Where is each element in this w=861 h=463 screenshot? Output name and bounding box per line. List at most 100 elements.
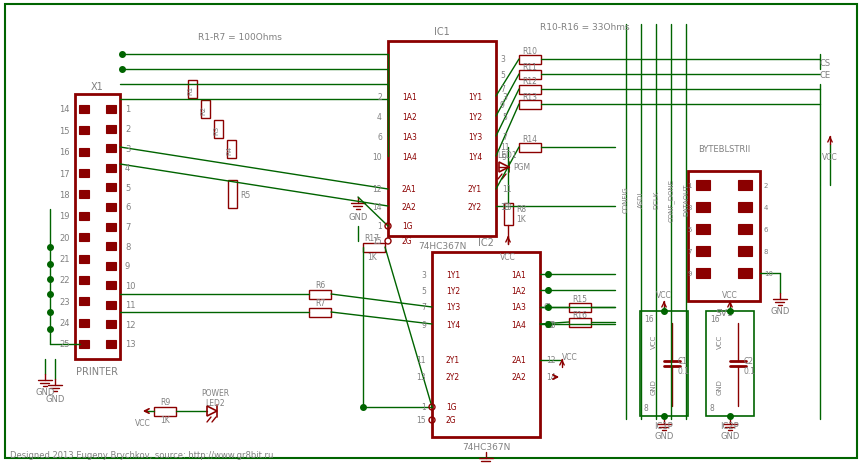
Text: 19: 19 bbox=[59, 212, 70, 221]
Text: C2: C2 bbox=[743, 357, 753, 366]
Bar bbox=[518, 56, 541, 65]
Bar bbox=[737, 269, 751, 278]
Bar bbox=[695, 269, 709, 278]
Text: 2: 2 bbox=[545, 270, 550, 279]
Text: 15: 15 bbox=[59, 126, 70, 136]
Text: 20: 20 bbox=[59, 233, 70, 242]
Text: GND: GND bbox=[650, 378, 656, 394]
Bar bbox=[737, 181, 751, 191]
Bar bbox=[79, 234, 89, 242]
Bar bbox=[79, 106, 89, 114]
Text: IC2P: IC2P bbox=[720, 422, 739, 431]
Bar bbox=[106, 282, 116, 290]
Text: 11: 11 bbox=[499, 143, 509, 152]
Text: R16: R16 bbox=[572, 310, 587, 319]
Bar bbox=[518, 71, 541, 80]
Text: GND: GND bbox=[716, 378, 722, 394]
Bar bbox=[79, 213, 89, 220]
Text: Designed 2013 Eugeny Brychkov, source: http://www.gr8bit.ru: Designed 2013 Eugeny Brychkov, source: h… bbox=[10, 450, 273, 459]
Text: 13: 13 bbox=[499, 202, 509, 211]
Text: 3: 3 bbox=[499, 56, 505, 64]
Text: 1K: 1K bbox=[516, 215, 525, 224]
Text: 5: 5 bbox=[421, 286, 425, 295]
Text: 12: 12 bbox=[545, 356, 554, 365]
Text: 0.1: 0.1 bbox=[743, 367, 755, 375]
Text: 9: 9 bbox=[421, 320, 425, 329]
Text: GND: GND bbox=[770, 307, 789, 316]
Bar bbox=[705, 311, 753, 416]
Text: R9: R9 bbox=[159, 398, 170, 407]
Text: R14: R14 bbox=[522, 135, 537, 144]
Bar bbox=[695, 246, 709, 257]
Text: CONF_DONE: CONF_DONE bbox=[667, 178, 673, 221]
Text: 1A2: 1A2 bbox=[401, 112, 416, 121]
Text: LED2: LED2 bbox=[205, 399, 225, 407]
Text: 1A3: 1A3 bbox=[511, 303, 525, 312]
Text: 10: 10 bbox=[125, 281, 135, 290]
Text: 12: 12 bbox=[372, 185, 381, 194]
Bar bbox=[214, 121, 223, 139]
Bar bbox=[695, 203, 709, 213]
Bar bbox=[737, 246, 751, 257]
Text: R7: R7 bbox=[314, 299, 325, 308]
Text: R15: R15 bbox=[572, 295, 587, 304]
Text: VCC: VCC bbox=[650, 334, 656, 348]
Text: 7: 7 bbox=[501, 132, 506, 141]
Text: 11: 11 bbox=[501, 185, 511, 194]
Bar bbox=[106, 106, 116, 114]
Text: VCC: VCC bbox=[655, 291, 671, 300]
Text: 2: 2 bbox=[125, 125, 130, 134]
Text: R1-R7 = 100Ohms: R1-R7 = 100Ohms bbox=[198, 33, 282, 43]
Text: 4: 4 bbox=[545, 286, 550, 295]
Text: POWER: POWER bbox=[201, 388, 229, 398]
Bar bbox=[79, 319, 89, 327]
Text: 1Y2: 1Y2 bbox=[468, 112, 481, 121]
Text: 2A2: 2A2 bbox=[511, 373, 525, 382]
Text: 5: 5 bbox=[499, 70, 505, 79]
Text: 5: 5 bbox=[501, 112, 506, 121]
Text: 6: 6 bbox=[545, 303, 550, 312]
Text: 16: 16 bbox=[709, 315, 719, 324]
Text: 5: 5 bbox=[687, 226, 691, 232]
Bar bbox=[362, 244, 385, 252]
Text: 6: 6 bbox=[125, 203, 130, 212]
Text: 9: 9 bbox=[687, 270, 691, 276]
Text: 1Y3: 1Y3 bbox=[445, 303, 460, 312]
Text: 2: 2 bbox=[763, 182, 767, 188]
Text: 2G: 2G bbox=[401, 237, 412, 246]
Bar bbox=[106, 125, 116, 133]
Bar bbox=[518, 86, 541, 95]
Text: CONFIG: CONFIG bbox=[623, 186, 629, 213]
Text: VCC: VCC bbox=[716, 334, 722, 348]
Text: 5: 5 bbox=[125, 183, 130, 193]
Text: 2Y2: 2Y2 bbox=[468, 202, 481, 211]
Text: 13: 13 bbox=[125, 340, 135, 349]
Text: 7: 7 bbox=[687, 249, 691, 255]
Text: R17: R17 bbox=[364, 234, 379, 243]
Text: 74HC367N: 74HC367N bbox=[418, 242, 466, 251]
Text: 1: 1 bbox=[687, 182, 691, 188]
Bar bbox=[687, 172, 759, 301]
Text: DCLK: DCLK bbox=[653, 190, 659, 209]
Bar bbox=[106, 145, 116, 153]
Bar bbox=[226, 141, 236, 159]
Bar bbox=[79, 255, 89, 263]
Text: 9: 9 bbox=[125, 262, 130, 270]
Text: 4: 4 bbox=[125, 164, 130, 173]
Bar bbox=[695, 181, 709, 191]
Text: 23: 23 bbox=[59, 297, 70, 306]
Text: GND: GND bbox=[348, 213, 368, 222]
Text: 25: 25 bbox=[59, 340, 70, 349]
Text: 18: 18 bbox=[59, 191, 70, 200]
Text: 21: 21 bbox=[59, 255, 70, 263]
Bar bbox=[201, 101, 210, 119]
Text: 10: 10 bbox=[372, 152, 381, 161]
Text: 1Y4: 1Y4 bbox=[468, 152, 481, 161]
Text: 1A1: 1A1 bbox=[511, 270, 525, 279]
Text: R10-R16 = 33Ohms: R10-R16 = 33Ohms bbox=[539, 22, 629, 31]
Text: 1: 1 bbox=[421, 403, 425, 412]
Bar bbox=[106, 321, 116, 329]
Text: 17: 17 bbox=[59, 169, 70, 178]
Text: 1A4: 1A4 bbox=[511, 320, 525, 329]
Text: 2G: 2G bbox=[445, 416, 456, 425]
